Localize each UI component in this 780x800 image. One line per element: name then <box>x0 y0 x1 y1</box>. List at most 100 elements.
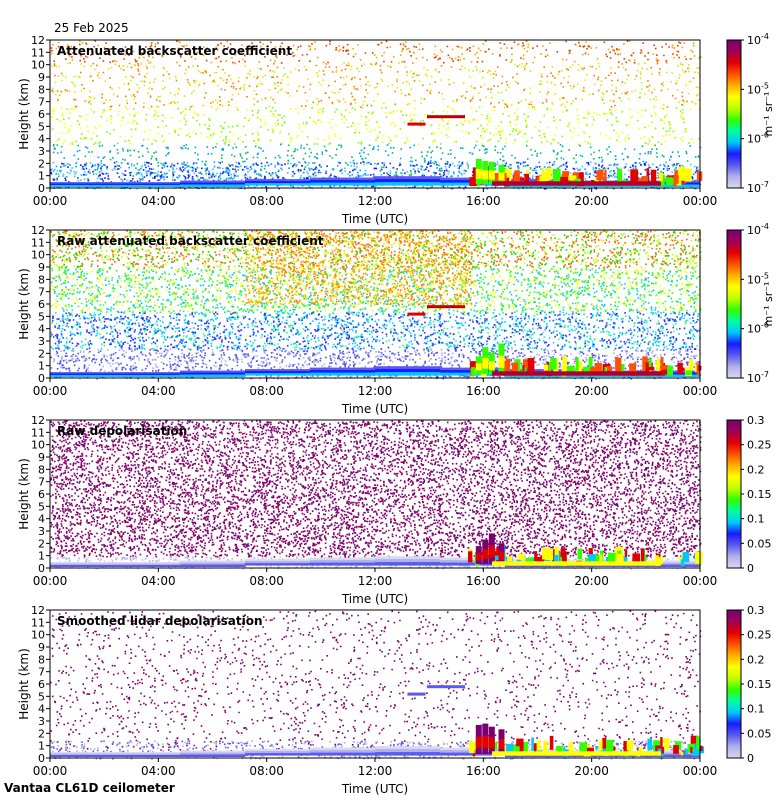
y-tick-label: 7 <box>38 666 45 679</box>
colorbar-tick-label: 0.2 <box>747 653 765 666</box>
x-tick-label: 00:00 <box>683 384 718 398</box>
y-tick-label: 6 <box>38 678 45 691</box>
y-tick-label: 3 <box>38 715 45 728</box>
x-tick-label: 20:00 <box>574 384 609 398</box>
y-tick-label: 7 <box>38 96 45 109</box>
x-tick-label: 20:00 <box>574 194 609 208</box>
y-tick-label: 6 <box>38 488 45 501</box>
colorbar <box>726 229 742 379</box>
panel-title: Raw attenuated backscatter coefficient <box>57 234 324 248</box>
x-tick-label: 08:00 <box>249 194 284 208</box>
y-axis-label: Height (km) <box>17 268 31 339</box>
x-tick-label: 20:00 <box>574 764 609 778</box>
y-tick-label: 4 <box>38 513 45 526</box>
y-tick-label: 1 <box>38 550 45 563</box>
panel-title: Smoothed lidar depolarisation <box>57 614 263 628</box>
colorbar-tick-label: 10-5 <box>747 271 769 286</box>
colorbar-tick-label: 10-4 <box>747 222 769 237</box>
y-tick-label: 11 <box>31 426 45 439</box>
colorbar-tick-label: 10-6 <box>747 131 769 146</box>
heatmap-field <box>50 610 705 760</box>
y-tick-label: 1 <box>38 740 45 753</box>
y-tick-label: 0 <box>38 562 45 575</box>
x-axis-label: Time (UTC) <box>341 592 408 606</box>
colorbar-tick-label: 0.1 <box>747 513 765 526</box>
colorbar-tick-label: 0.1 <box>747 703 765 716</box>
x-tick-label: 08:00 <box>249 384 284 398</box>
site-label: Vantaa CL61D ceilometer <box>4 781 175 795</box>
y-tick-label: 8 <box>38 83 45 96</box>
x-tick-label: 16:00 <box>466 764 501 778</box>
y-tick-label: 2 <box>38 537 45 550</box>
panel-title: Attenuated backscatter coefficient <box>57 44 292 58</box>
colorbar <box>726 419 742 569</box>
y-tick-label: 4 <box>38 323 45 336</box>
y-tick-label: 7 <box>38 476 45 489</box>
colorbar-tick-label: 0.05 <box>747 537 772 550</box>
y-tick-label: 11 <box>31 616 45 629</box>
x-tick-label: 00:00 <box>33 764 68 778</box>
y-tick-label: 0 <box>38 182 45 195</box>
x-tick-label: 08:00 <box>249 574 284 588</box>
colorbar-unit-label: m⁻¹ sr⁻¹ <box>762 282 775 327</box>
x-tick-label: 16:00 <box>466 194 501 208</box>
y-tick-label: 12 <box>31 604 45 617</box>
y-tick-label: 12 <box>31 224 45 237</box>
y-tick-label: 2 <box>38 347 45 360</box>
x-axis-label: Time (UTC) <box>341 782 408 796</box>
y-tick-label: 10 <box>31 629 45 642</box>
y-tick-label: 11 <box>31 236 45 249</box>
y-tick-label: 9 <box>38 71 45 84</box>
x-tick-label: 00:00 <box>33 194 68 208</box>
colorbar-tick-label: 10-7 <box>747 370 769 385</box>
y-tick-label: 5 <box>38 500 45 513</box>
panel-title: Raw depolarisation <box>57 424 187 438</box>
x-tick-label: 00:00 <box>33 574 68 588</box>
y-tick-label: 12 <box>31 34 45 47</box>
panel-2: Raw attenuated backscatter coefficient01… <box>17 222 775 416</box>
x-axis-label: Time (UTC) <box>341 402 408 416</box>
y-tick-label: 9 <box>38 451 45 464</box>
heatmap-field <box>50 420 703 570</box>
y-tick-label: 3 <box>38 145 45 158</box>
colorbar-tick-label: 0.3 <box>747 414 765 427</box>
x-tick-label: 04:00 <box>141 194 176 208</box>
y-tick-label: 9 <box>38 261 45 274</box>
colorbar-tick-label: 0 <box>747 752 754 765</box>
y-axis-label: Height (km) <box>17 458 31 529</box>
x-tick-label: 12:00 <box>358 574 393 588</box>
colorbar-tick-label: 0.15 <box>747 678 772 691</box>
y-tick-label: 4 <box>38 703 45 716</box>
y-tick-label: 1 <box>38 170 45 183</box>
x-tick-label: 00:00 <box>33 384 68 398</box>
x-tick-label: 00:00 <box>683 764 718 778</box>
heatmap-field <box>50 40 703 190</box>
x-tick-label: 00:00 <box>683 574 718 588</box>
y-tick-label: 4 <box>38 133 45 146</box>
y-axis-label: Height (km) <box>17 78 31 149</box>
colorbar-tick-label: 0.15 <box>747 488 772 501</box>
y-tick-label: 10 <box>31 249 45 262</box>
y-tick-label: 5 <box>38 690 45 703</box>
x-tick-label: 08:00 <box>249 764 284 778</box>
y-tick-label: 3 <box>38 335 45 348</box>
x-tick-label: 04:00 <box>141 384 176 398</box>
y-tick-label: 7 <box>38 286 45 299</box>
y-tick-label: 0 <box>38 372 45 385</box>
x-axis-label: Time (UTC) <box>341 212 408 226</box>
y-tick-label: 8 <box>38 463 45 476</box>
y-tick-label: 1 <box>38 360 45 373</box>
y-tick-label: 6 <box>38 298 45 311</box>
date-label: 25 Feb 2025 <box>54 21 129 35</box>
colorbar-tick-label: 0.05 <box>747 727 772 740</box>
heatmap-field <box>50 230 702 380</box>
y-tick-label: 6 <box>38 108 45 121</box>
x-tick-label: 04:00 <box>141 574 176 588</box>
x-tick-label: 16:00 <box>466 384 501 398</box>
colorbar-tick-label: 0.25 <box>747 439 772 452</box>
plot-area <box>50 610 700 758</box>
colorbar-tick-label: 0.25 <box>747 629 772 642</box>
x-tick-label: 12:00 <box>358 384 393 398</box>
y-tick-label: 11 <box>31 46 45 59</box>
